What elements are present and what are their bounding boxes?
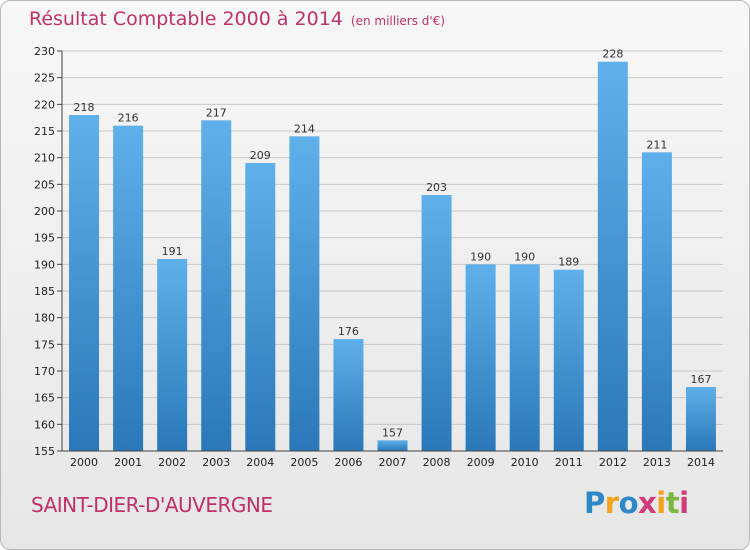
y-tick-label: 180 — [34, 312, 55, 325]
x-tick-label-2002: 2002 — [158, 456, 186, 469]
x-tick-label-2008: 2008 — [423, 456, 451, 469]
data-label-2012: 228 — [602, 48, 623, 61]
logo-letter: o — [618, 486, 639, 520]
bar-2010 — [509, 264, 540, 451]
logo-letter: i — [656, 486, 666, 520]
bar-2013 — [641, 152, 672, 452]
logo-letter: i — [679, 486, 689, 520]
data-label-2013: 211 — [646, 138, 667, 151]
x-tick-label-2007: 2007 — [379, 456, 407, 469]
chart-subtitle: (en milliers d'€) — [350, 14, 446, 28]
chart-title-block: Résultat Comptable 2000 à 2014 (en millie… — [29, 8, 445, 30]
labels-layer: 218 216 191 217 209 214 176 157 203 190 190 189 228 2… — [74, 48, 712, 440]
bar-2009 — [465, 264, 496, 451]
data-label-2005: 214 — [294, 122, 315, 135]
y-tick-label: 160 — [34, 418, 55, 431]
logo-letter: x — [638, 486, 657, 520]
y-tick-label: 230 — [34, 45, 55, 58]
y-tick-label: 200 — [34, 205, 55, 218]
y-tick-label: 185 — [34, 285, 55, 298]
data-label-2011: 189 — [558, 256, 579, 269]
bar-2002 — [157, 259, 188, 451]
bar-2012 — [597, 61, 628, 452]
x-tick-label-2003: 2003 — [202, 456, 230, 469]
axis-layer: 155 160 165 170 175 180 185 190 195 200 205 210 215 2… — [34, 45, 723, 469]
bar-2008 — [421, 195, 452, 451]
x-tick-label-2006: 2006 — [334, 456, 362, 469]
bars-layer — [69, 61, 716, 452]
data-label-2003: 217 — [206, 106, 227, 119]
x-tick-label-2014: 2014 — [687, 456, 715, 469]
proxiti-logo: Proxiti — [584, 486, 689, 520]
y-tick-label: 210 — [34, 152, 55, 165]
x-tick-label-2011: 2011 — [555, 456, 583, 469]
bar-2004 — [245, 163, 276, 451]
data-label-2007: 157 — [382, 426, 403, 439]
x-tick-label-2004: 2004 — [246, 456, 274, 469]
logo-letter: r — [604, 486, 619, 520]
bar-2005 — [289, 136, 320, 452]
data-label-2008: 203 — [426, 181, 447, 194]
y-tick-label: 175 — [34, 338, 55, 351]
bar-2014 — [685, 387, 716, 451]
y-tick-label: 215 — [34, 125, 55, 138]
data-label-2004: 209 — [250, 149, 271, 162]
x-tick-label-2005: 2005 — [290, 456, 318, 469]
bar-2000 — [69, 115, 100, 451]
x-tick-label-2000: 2000 — [70, 456, 98, 469]
y-tick-label: 165 — [34, 392, 55, 405]
y-tick-label: 205 — [34, 178, 55, 191]
data-label-2014: 167 — [690, 373, 711, 386]
logo-letter: P — [584, 486, 605, 520]
logo-letter: t — [665, 486, 680, 520]
chart-title: Résultat Comptable 2000 à 2014 — [29, 8, 343, 30]
data-label-2000: 218 — [74, 101, 95, 114]
data-label-2002: 191 — [162, 245, 183, 258]
y-tick-label: 225 — [34, 72, 55, 85]
x-tick-label-2009: 2009 — [467, 456, 495, 469]
y-tick-label: 195 — [34, 232, 55, 245]
x-tick-label-2012: 2012 — [599, 456, 627, 469]
bar-2006 — [333, 339, 364, 451]
x-tick-label-2001: 2001 — [114, 456, 142, 469]
y-tick-label: 190 — [34, 258, 55, 271]
bar-2007 — [377, 440, 408, 451]
x-tick-label-2010: 2010 — [511, 456, 539, 469]
commune-name: SAINT-DIER-D'AUVERGNE — [31, 493, 273, 517]
y-tick-label: 170 — [34, 365, 55, 378]
y-tick-label: 155 — [34, 445, 55, 458]
bar-2001 — [113, 125, 144, 452]
bar-2011 — [553, 269, 584, 451]
data-label-2006: 176 — [338, 325, 359, 338]
data-label-2009: 190 — [470, 250, 491, 263]
x-tick-label-2013: 2013 — [643, 456, 671, 469]
data-label-2001: 216 — [118, 112, 139, 125]
data-label-2010: 190 — [514, 250, 535, 263]
y-tick-label: 220 — [34, 98, 55, 111]
bar-2003 — [201, 120, 232, 451]
